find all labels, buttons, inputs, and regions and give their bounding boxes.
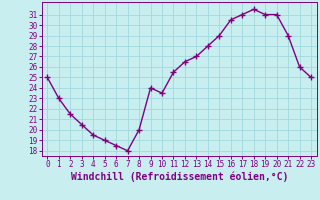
X-axis label: Windchill (Refroidissement éolien,°C): Windchill (Refroidissement éolien,°C) — [70, 172, 288, 182]
